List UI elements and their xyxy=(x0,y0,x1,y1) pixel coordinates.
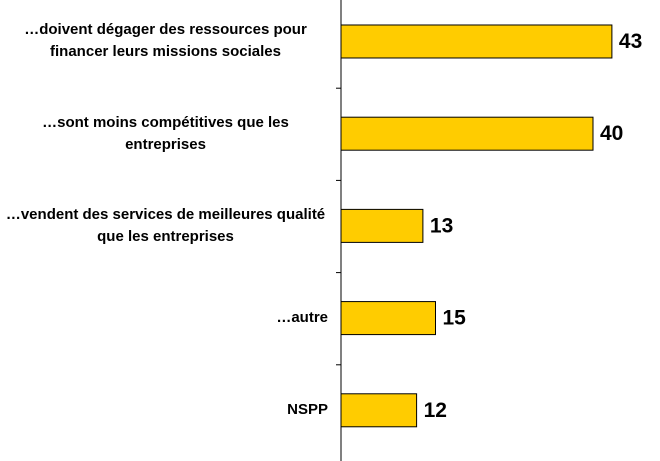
category-text: …vendent des services de meilleures qual… xyxy=(5,205,326,245)
category-label: …doivent dégager des ressources pour fin… xyxy=(3,19,328,63)
value-label: 12 xyxy=(424,399,447,422)
category-text: …sont moins compétitives que les entrepr… xyxy=(42,113,289,153)
bar xyxy=(340,116,594,151)
category-label: …sont moins compétitives que les entrepr… xyxy=(3,112,328,156)
value-label: 43 xyxy=(619,30,642,53)
bar xyxy=(340,208,424,243)
category-label: NSPP xyxy=(287,399,328,421)
value-label: 40 xyxy=(600,122,623,145)
value-label: 13 xyxy=(430,214,453,237)
category-label: …vendent des services de meilleures qual… xyxy=(3,204,328,248)
bar xyxy=(340,393,418,428)
bar xyxy=(340,24,613,59)
category-label: …autre xyxy=(276,307,328,329)
value-label: 15 xyxy=(443,307,467,330)
category-text: …autre xyxy=(276,309,328,327)
category-text: NSPP xyxy=(287,401,328,419)
category-text: …doivent dégager des ressources pour fin… xyxy=(24,21,307,61)
bar xyxy=(340,301,436,336)
